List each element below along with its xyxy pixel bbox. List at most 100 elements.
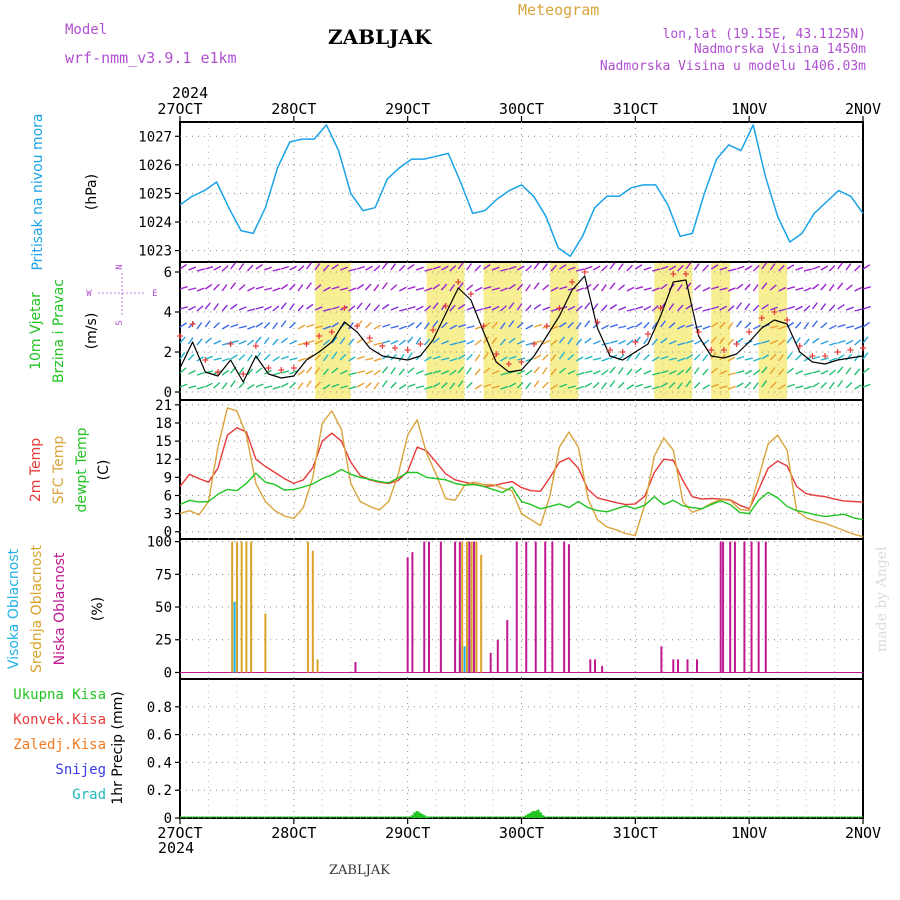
wind-barb [778,264,785,272]
wind-barb [390,339,399,345]
wind-barb [449,382,456,390]
wind-barb [474,384,483,390]
wind-ylabel-2: Brzina i Pravac [51,279,67,383]
wind-barb [685,354,694,360]
wind-barb [559,286,568,290]
wind-barb [188,266,197,271]
wind-barb [820,322,828,329]
wind-barb [407,352,414,360]
precip-bar [415,811,419,818]
wind-barb [415,385,425,389]
wind-barb [213,357,222,361]
wind-barb [221,369,230,376]
wind-barb [491,321,499,329]
wind-barb [685,323,694,328]
wind-barb [213,303,219,311]
wind-barb [744,357,753,361]
wind-barb [862,352,869,360]
precip-bar [413,812,417,818]
wind-barb [466,353,473,361]
wind-barb [306,354,314,360]
wind-barb [297,382,304,390]
wind-barb [727,372,736,376]
wind-barb [542,353,549,361]
wind-barb [407,306,416,310]
wind-barb [466,367,472,375]
wind-barb [289,321,296,329]
wind-barb [803,287,812,292]
wind-barb [246,354,253,362]
time-label-top: 30OCT [499,100,544,118]
wind-barb [238,340,247,345]
wind-barbs [179,262,871,390]
wind-barb [761,380,768,388]
wind-barb [744,322,752,329]
wind-barb [736,355,745,360]
wind-barb [710,321,719,328]
wind-barb [584,283,592,290]
wind-barb [592,357,602,361]
wind-barb [685,340,694,344]
wind-barb [297,369,305,376]
wind-barb [356,370,365,374]
wind-barb [626,286,635,292]
wind-barb [179,383,188,388]
wind-barb [398,286,407,292]
wind-barb [837,354,845,360]
wind-barb [820,340,829,345]
time-label-top: 28OCT [271,100,316,118]
wind-barb [457,262,464,270]
wind-barb [643,385,652,389]
wind-barb [820,303,827,311]
wind-barb [432,382,441,388]
wind-barb [693,263,700,271]
wind-barb [660,337,668,344]
wind-barb [491,337,498,345]
wind-barb [407,367,415,374]
pressure-line [179,124,864,258]
wind-barb [449,369,457,376]
time-label-top: 27OCT [157,100,202,118]
wind-barb [314,367,321,375]
wind-barb [263,321,271,329]
wind-barb [407,336,414,344]
year-label-top: 2024 [172,84,208,102]
wind-barb [786,264,795,270]
wind-barb [364,283,372,291]
wind-barb [458,323,467,328]
wind-barb [457,303,466,310]
wind-band [483,263,522,399]
wind-barb [381,380,388,388]
wind-barb [238,367,245,375]
wind-barb [272,268,281,272]
wind-barb [668,381,676,389]
pressure-unit-label: (hPa) [84,174,100,210]
wind-barb [676,284,683,292]
wind-barb [179,336,186,344]
wind-barb [803,356,812,362]
precip-bar [534,811,538,818]
wind-barb [365,370,374,375]
wind-barb [735,302,742,310]
wind-barb [525,265,533,272]
wind-barb [854,368,861,376]
wind-barb [289,340,298,345]
wind-barb [753,342,762,346]
wind-barb [508,337,516,344]
wind-barb [500,356,508,362]
wind-barb [272,356,280,362]
wind-barb [668,357,677,361]
wind-barb [668,340,677,345]
pressure-ytick-label: 1023 [138,244,172,260]
wind-barb [542,381,549,389]
wind-barb [204,382,213,388]
wind-barb [736,265,745,270]
wind-barb [803,338,810,346]
wind-barb [558,336,566,344]
wind-barb [601,304,608,312]
wind-barb [331,285,340,290]
wind-barb [651,356,660,362]
wind-barb [187,353,195,361]
wind-barb [356,302,363,310]
wind-barb [297,342,306,346]
